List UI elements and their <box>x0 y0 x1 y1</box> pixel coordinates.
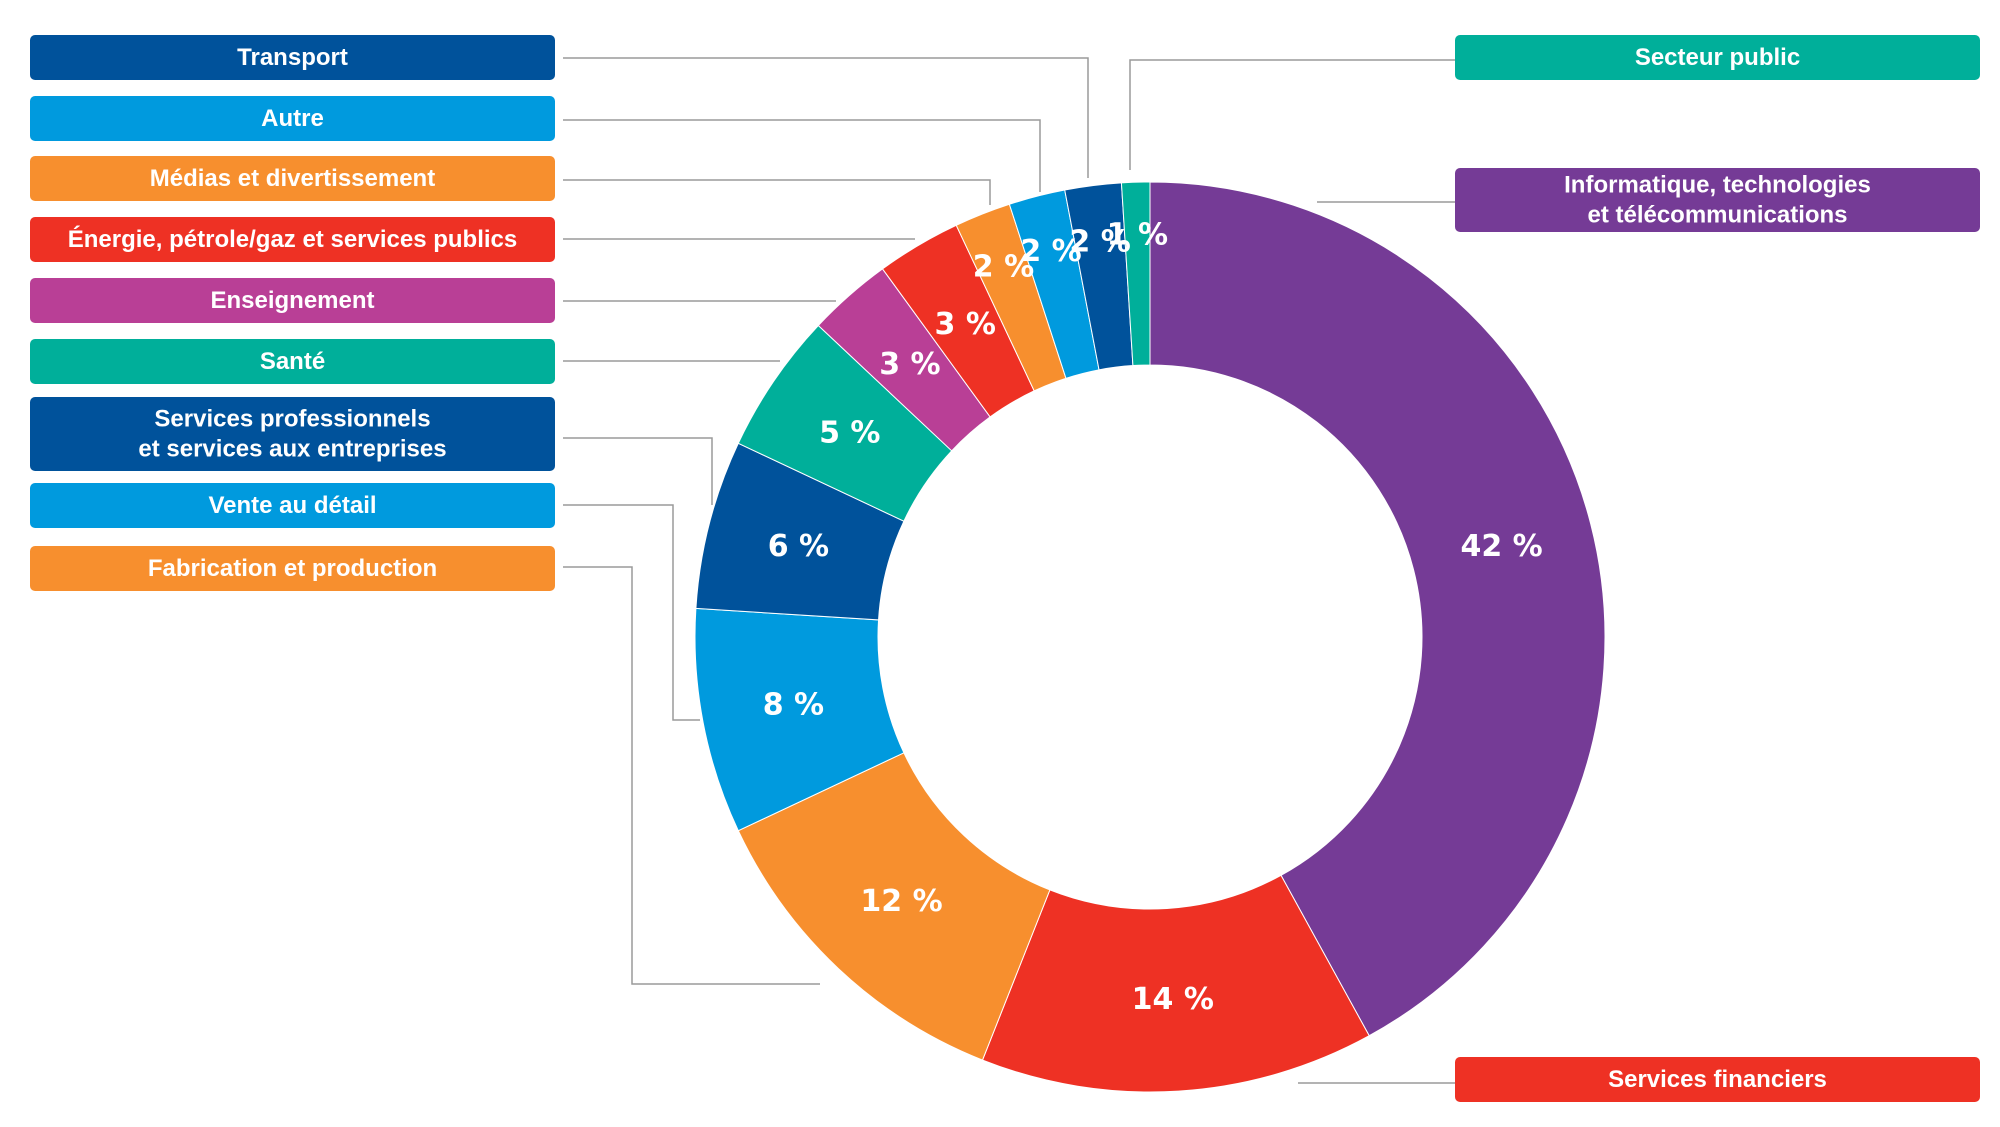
legend-swatch <box>1455 1057 1980 1102</box>
legend-swatch <box>30 35 555 80</box>
legend-swatch <box>30 546 555 591</box>
legend-item-vente-au-detail: Vente au détail <box>30 483 555 528</box>
leader-line-fabrication-et-production <box>563 566 820 985</box>
legend-label: Transport <box>237 44 348 71</box>
legend-swatch <box>1455 168 1980 232</box>
percent-label-sante: 5 % <box>819 415 880 450</box>
leader-line-services-professionnels-et-services-aux- <box>563 437 713 505</box>
legend-item-secteur-public: Secteur public <box>1455 35 1980 80</box>
percent-label-informatique-technologies-et-telecommuni: 42 % <box>1460 529 1542 564</box>
legend: Informatique, technologies et télécommuni… <box>30 35 1980 1102</box>
percent-label-transport: 2 % <box>1069 225 1130 260</box>
slice-secteur-public <box>1120 181 1151 367</box>
legend-swatch <box>30 397 555 471</box>
legend-swatch <box>1455 35 1980 80</box>
slice-fabrication-et-production <box>737 752 1051 1061</box>
legend-item-transport: Transport <box>30 35 555 80</box>
leader-line-vente-au-detail <box>563 504 700 721</box>
percent-label-autre: 2 % <box>1020 234 1081 269</box>
legend-item-fabrication-et-production: Fabrication et production <box>30 546 555 591</box>
legend-label: Informatique, technologies <box>1564 172 1871 199</box>
legend-label: Vente au détail <box>208 492 376 519</box>
percent-label-vente-au-detail: 8 % <box>763 688 824 723</box>
legend-label: Services financiers <box>1608 1066 1827 1093</box>
legend-item-medias-et-divertissement: Médias et divertissement <box>30 156 555 201</box>
percent-label-fabrication-et-production: 12 % <box>860 884 942 919</box>
legend-label: Enseignement <box>210 287 374 314</box>
legend-label: Services professionnels <box>154 406 430 433</box>
slice-services-financiers <box>981 874 1370 1093</box>
legend-item-services-professionnels-et-services-aux-: Services professionnels et services aux e… <box>30 397 555 471</box>
legend-item-sante: Santé <box>30 339 555 384</box>
leader-lines <box>563 57 1455 1084</box>
leader-line-autre <box>563 119 1041 192</box>
percent-label-secteur-public: 1 % <box>1107 218 1168 253</box>
legend-swatch <box>30 339 555 384</box>
leader-line-transport <box>563 57 1089 178</box>
percent-label-energie-petrole-gaz-et-services-publics: 3 % <box>935 307 996 342</box>
legend-swatch <box>30 217 555 262</box>
legend-label: Secteur public <box>1635 44 1800 71</box>
percent-label-enseignement: 3 % <box>879 347 940 382</box>
legend-item-services-financiers: Services financiers <box>1455 1057 1980 1102</box>
legend-item-enseignement: Enseignement <box>30 278 555 323</box>
legend-label: Médias et divertissement <box>150 165 435 192</box>
legend-label: Énergie, pétrole/gaz et services publics <box>68 225 518 253</box>
legend-item-energie-petrole-gaz-et-services-publics: Énergie, pétrole/gaz et services publics <box>30 217 555 262</box>
percent-labels: 42 %14 %12 %8 %6 %5 %3 %3 %2 %2 %2 %1 % <box>763 218 1543 1017</box>
legend-swatch <box>30 278 555 323</box>
legend-label: Fabrication et production <box>148 555 437 582</box>
percent-label-medias-et-divertissement: 2 % <box>973 249 1034 284</box>
legend-label: Santé <box>260 348 325 375</box>
legend-swatch <box>30 156 555 201</box>
legend-swatch <box>30 483 555 528</box>
percent-label-services-financiers: 14 % <box>1132 982 1214 1017</box>
legend-item-informatique-technologies-et-telecommuni: Informatique, technologies et télécommuni… <box>1455 168 1980 232</box>
donut-slices <box>694 181 1606 1093</box>
legend-label: et télécommunications <box>1587 202 1847 229</box>
percent-label-services-professionnels-et-services-aux-: 6 % <box>768 529 829 564</box>
legend-label: Autre <box>261 105 324 132</box>
leader-line-medias-et-divertissement <box>563 179 991 205</box>
slice-informatique-technologies-et-telecommuni <box>1149 181 1606 1037</box>
legend-item-autre: Autre <box>30 96 555 141</box>
legend-label: et services aux entreprises <box>138 436 446 463</box>
legend-swatch <box>30 96 555 141</box>
leader-line-secteur-public <box>1129 59 1455 170</box>
